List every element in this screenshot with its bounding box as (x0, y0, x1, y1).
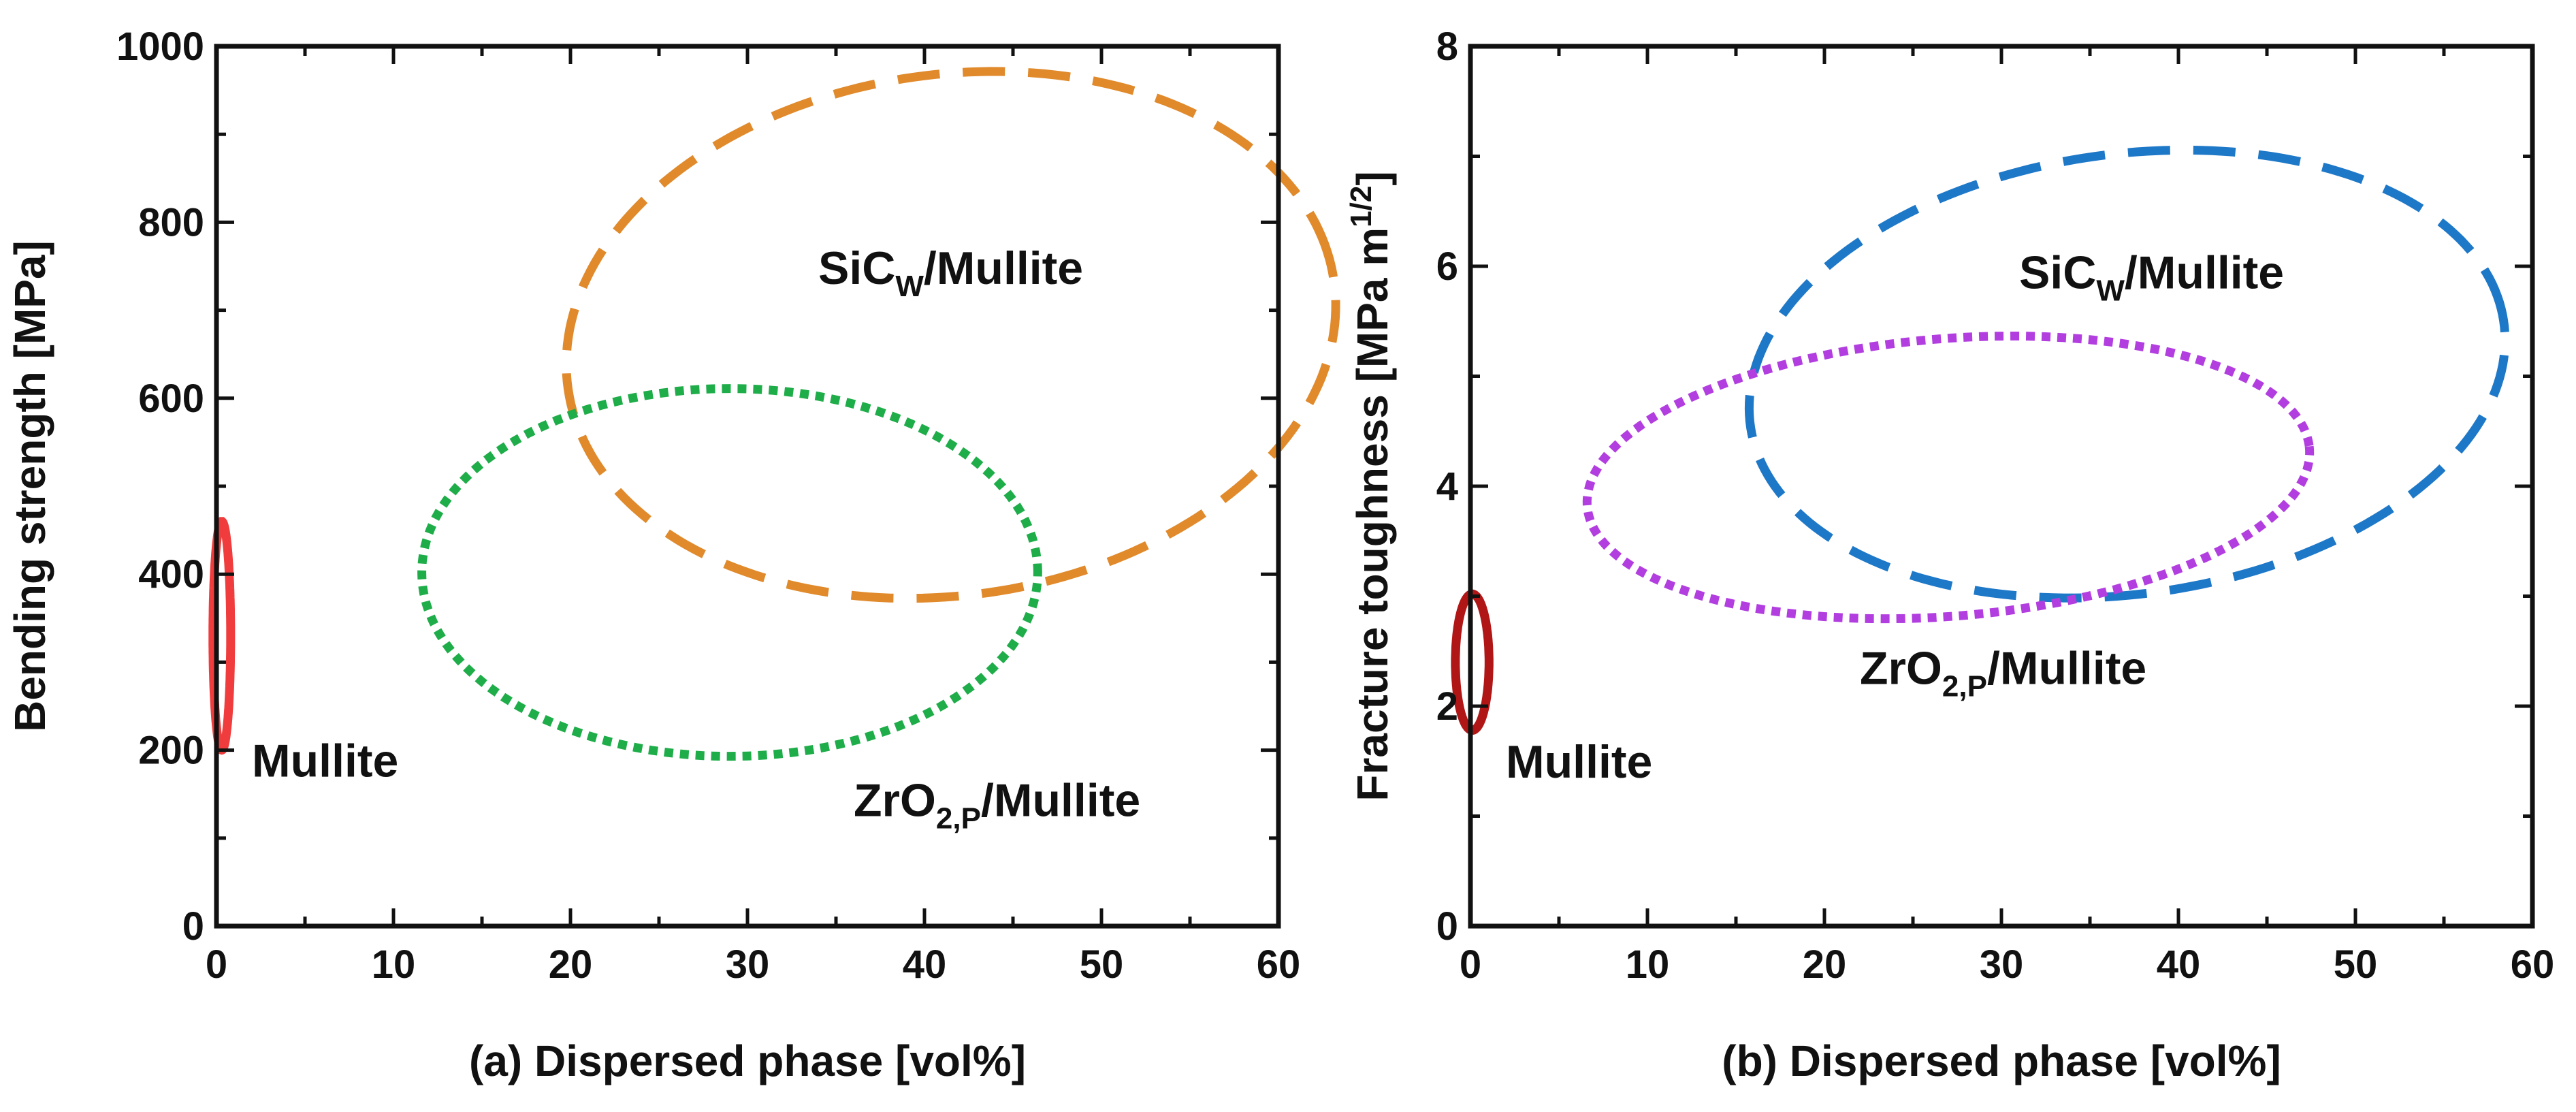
panel-a-xtick-label: 30 (726, 942, 770, 987)
panel-a-ytick-label: 200 (138, 729, 204, 773)
panel-a-region-zro2-p-mullite (417, 384, 1042, 761)
panel-a-ytick-label: 0 (182, 904, 204, 949)
panel-b-label-mullite: Mullite (1506, 736, 1652, 788)
panel-a-xtick-label: 20 (549, 942, 593, 987)
panel-b-label-zro2-p-mullite: ZrO2,P/Mullite (1860, 643, 2146, 703)
panel-b-xtick-label: 50 (2334, 942, 2378, 987)
panel-b-ytick-label: 2 (1436, 684, 1458, 729)
panel-a-label-mullite: Mullite (252, 735, 398, 787)
panel-b-xtick-label: 10 (1626, 942, 1670, 987)
panel-b-xtick-label: 30 (1980, 942, 2024, 987)
panel-b-xtick-label: 0 (1460, 942, 1481, 987)
panel-b-xtick-label: 40 (2157, 942, 2201, 987)
panel-b-region-sicw-mullite (1744, 145, 2510, 603)
panel-b-xtick-label: 60 (2511, 942, 2555, 987)
panel-a-bending-strength-chart: Mullite SiCW/Mullite ZrO2,P/Mullite 0 10 20 30… (5, 25, 1340, 1085)
panel-b-region-zro2-p-mullite (1582, 331, 2315, 624)
panel-a-xtick-label: 60 (1257, 942, 1301, 987)
panel-a-label-zro2-p-mullite: ZrO2,P/Mullite (854, 775, 1140, 836)
panel-a-x-axis-title: (a) Dispersed phase [vol%] (469, 1036, 1026, 1085)
panel-a-xtick-label: 0 (206, 942, 227, 987)
panel-a-ytick-label: 400 (138, 552, 204, 597)
panel-b-label-sicw-mullite: SiCW/Mullite (2019, 247, 2284, 307)
panel-b-ytick-label: 8 (1436, 25, 1458, 69)
panel-a-ytick-label: 800 (138, 200, 204, 244)
panel-a-y-axis-title: Bending strength [MPa] (5, 240, 54, 732)
panel-b-ytick-label: 6 (1436, 244, 1458, 289)
panel-b-x-axis-title: (b) Dispersed phase [vol%] (1722, 1036, 2281, 1085)
panel-b-ytick-label: 4 (1436, 464, 1458, 509)
panel-b-xtick-label: 20 (1803, 942, 1847, 987)
panel-a-xtick-label: 40 (903, 942, 947, 987)
panel-b-y-axis-title: Fracture toughness [MPa m1/2] (1345, 171, 1397, 801)
panel-a-ytick-label: 600 (138, 377, 204, 421)
panel-a-region-mullite (208, 517, 236, 755)
panel-b-region-mullite (1451, 589, 1494, 735)
panel-a-xtick-label: 50 (1080, 942, 1124, 987)
panel-a-label-sicw-mullite: SiCW/Mullite (818, 242, 1083, 303)
panel-a-region-sicw-mullite (562, 67, 1340, 603)
panel-a-xtick-label: 10 (372, 942, 416, 987)
panel-b-ytick-label: 0 (1436, 904, 1458, 949)
panel-a-ytick-label: 1000 (116, 25, 204, 69)
